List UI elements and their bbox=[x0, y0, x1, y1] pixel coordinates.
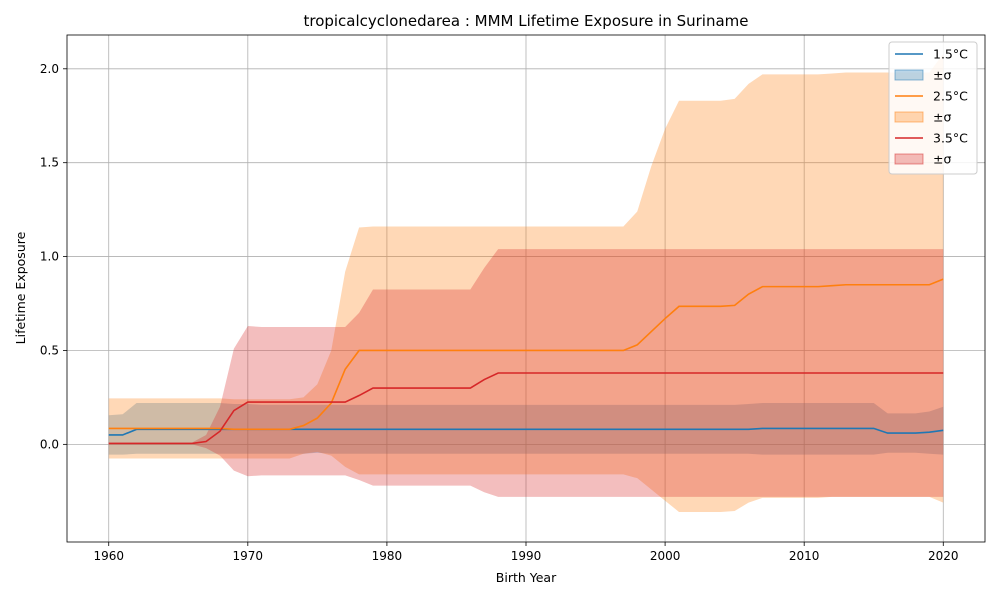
x-tick-label: 1990 bbox=[511, 549, 542, 563]
legend-label-line: 3.5°C bbox=[933, 131, 968, 146]
band-layer bbox=[108, 53, 944, 512]
y-tick-label: 1.5 bbox=[40, 156, 59, 170]
chart-title: tropicalcyclonedarea : MMM Lifetime Expo… bbox=[303, 12, 748, 30]
legend-label-band: ±σ bbox=[933, 152, 951, 167]
y-tick-label: 0.0 bbox=[40, 437, 59, 451]
x-tick-label: 1980 bbox=[372, 549, 403, 563]
legend-box bbox=[888, 41, 978, 175]
y-axis-title: Lifetime Exposure bbox=[13, 231, 28, 344]
y-tick-label: 2.0 bbox=[40, 62, 59, 76]
band-series-2 bbox=[108, 53, 944, 512]
legend-band-swatch bbox=[894, 111, 924, 123]
x-tick-label: 1960 bbox=[93, 549, 124, 563]
x-axis-title: Birth Year bbox=[496, 570, 557, 585]
legend-label-band: ±σ bbox=[933, 68, 951, 83]
legend-label-band: ±σ bbox=[933, 110, 951, 125]
legend-label-line: 2.5°C bbox=[933, 89, 968, 104]
legend-band-swatch bbox=[894, 69, 924, 81]
y-tick-label: 1.0 bbox=[40, 250, 59, 264]
line-series-2 bbox=[108, 278, 944, 431]
line-series-3 bbox=[108, 372, 944, 445]
x-tick-label: 2020 bbox=[928, 549, 959, 563]
x-tick-label: 2010 bbox=[789, 549, 820, 563]
line-layer bbox=[108, 278, 944, 445]
tick-layer: 1960 1970 1980 1990 2000 2010 2020 0.0 0.5 1.0 1.5… bbox=[40, 62, 959, 563]
legend: 1.5°C ±σ 2.5°C ±σ 3.5°C ±σ bbox=[888, 41, 978, 175]
x-tick-label: 1970 bbox=[233, 549, 264, 563]
legend-band-swatch bbox=[894, 153, 924, 165]
legend-label-line: 1.5°C bbox=[933, 47, 968, 62]
x-tick-label: 2000 bbox=[650, 549, 681, 563]
y-tick-label: 0.5 bbox=[40, 343, 59, 357]
